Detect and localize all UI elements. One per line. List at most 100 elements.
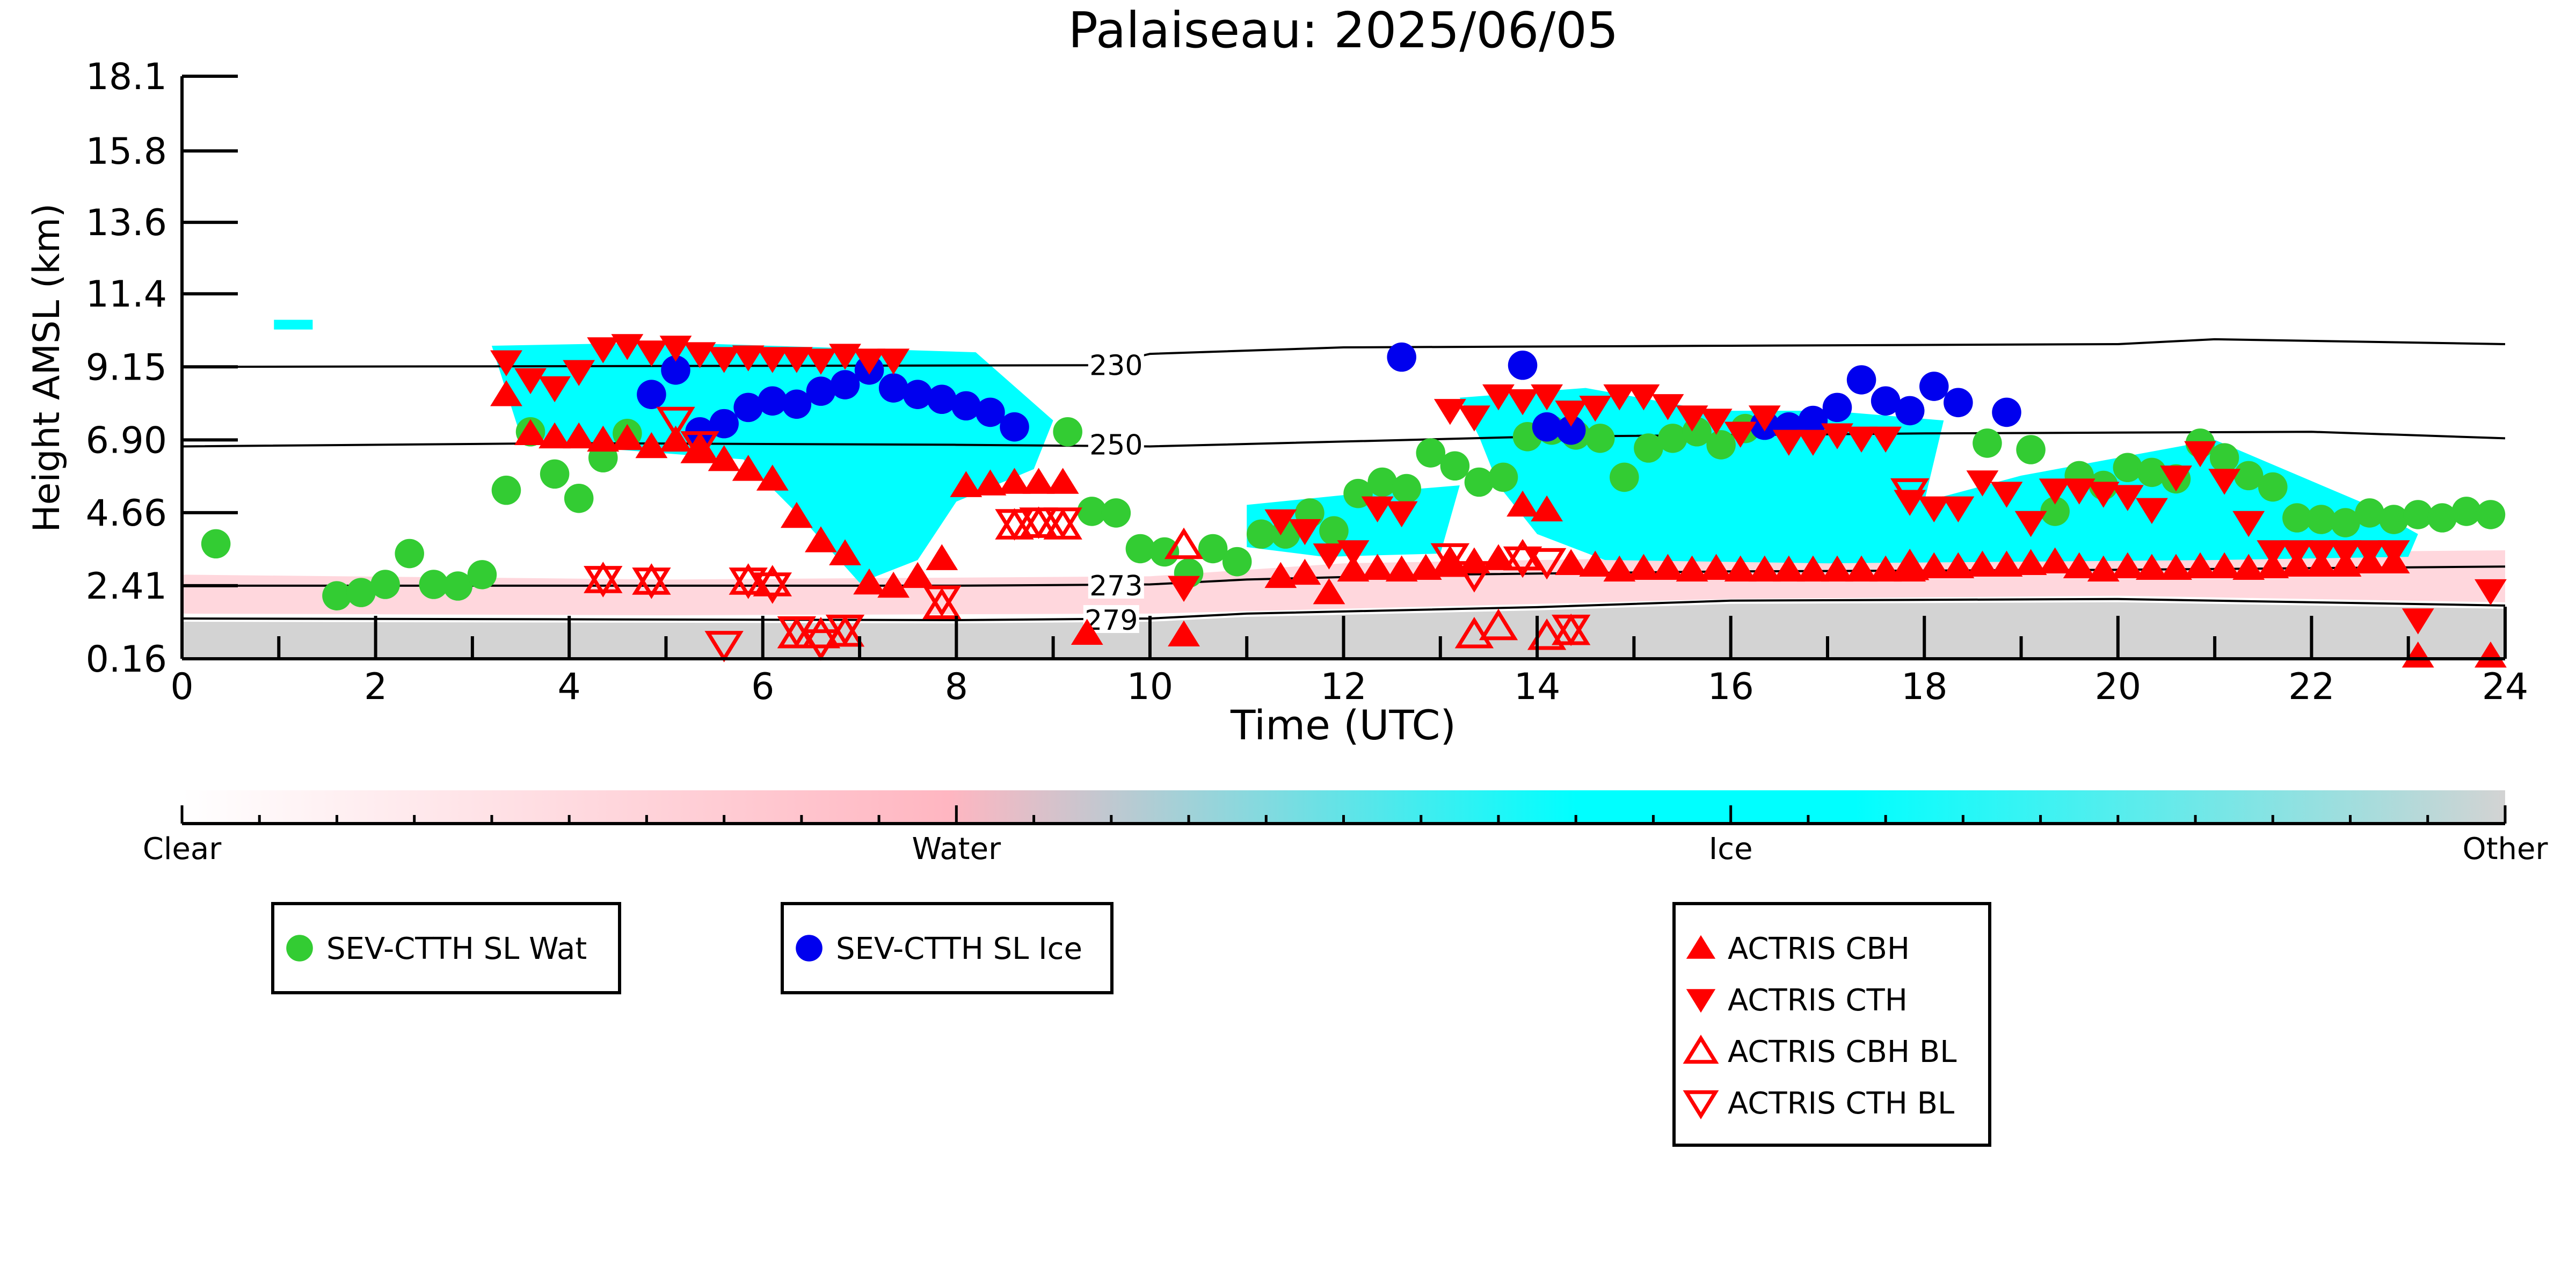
marker-sev-ctth-sl-wat — [2113, 453, 2143, 483]
marker-actris-cbh — [829, 539, 861, 565]
legend-label: ACTRIS CTH BL — [1728, 1086, 1954, 1121]
marker-actris-cth — [780, 347, 813, 373]
x-tick-label: 14 — [1514, 666, 1561, 708]
marker-actris-cth — [1966, 470, 1999, 497]
marker-sev-ctth-sl-wat — [370, 570, 400, 599]
marker-actris-cth — [683, 342, 716, 368]
marker-actris-cbh — [587, 425, 620, 452]
marker-actris-cth-bl — [1503, 546, 1542, 578]
x-tick-label: 0 — [170, 666, 193, 708]
marker-sev-ctth-sl-wat — [1658, 424, 1687, 453]
marker-actris-cth — [1990, 482, 2023, 508]
colorbar-labels: Clear Water Ice Other — [143, 832, 2549, 867]
marker-actris-cth — [1361, 496, 1394, 522]
marker-actris-cbh — [974, 469, 1007, 496]
chart-title: Palaiseau: 2025/06/05 — [1068, 2, 1619, 59]
marker-actris-cth — [490, 350, 522, 376]
marker-actris-cth — [1724, 421, 1757, 448]
marker-sev-ctth-sl-wat — [2233, 461, 2264, 491]
marker-actris-cbh — [2014, 549, 2047, 575]
marker-sev-ctth-sl-wat — [1125, 534, 1155, 564]
marker-actris-cth — [2475, 579, 2507, 606]
marker-actris-cth — [1918, 496, 1951, 522]
marker-sev-ctth-sl-wat — [201, 529, 231, 559]
legend-sev-ice: SEV-CTTH SL Ice — [781, 902, 1114, 994]
marker-sev-ctth-sl-ice — [806, 376, 836, 406]
marker-sev-ctth-sl-wat — [2451, 497, 2482, 526]
marker-actris-cbh — [2063, 552, 2095, 579]
marker-sev-ctth-sl-wat — [1222, 547, 1252, 577]
marker-actris-cbh — [1676, 555, 1708, 582]
marker-actris-cbh-bl — [1479, 608, 1518, 641]
marker-sev-ctth-sl-wat — [1440, 451, 1470, 481]
colorbar-label-clear: Clear — [143, 832, 222, 867]
marker-actris-cbh — [1966, 550, 1999, 577]
x-tick-label: 8 — [945, 666, 968, 708]
marker-actris-cth — [1458, 405, 1490, 432]
marker-actris-cth — [1845, 426, 1878, 453]
marker-actris-cbh — [1845, 555, 1878, 582]
marker-actris-cbh — [998, 468, 1031, 494]
marker-actris-cbh — [901, 562, 934, 588]
marker-actris-cth — [2160, 465, 2192, 492]
marker-actris-cth — [1942, 496, 1975, 522]
x-tick-label: 6 — [751, 666, 774, 708]
marker-actris-cth — [1869, 426, 1902, 453]
marker-sev-ctth-sl-wat — [1246, 519, 1276, 549]
marker-actris-cth-bl — [1019, 507, 1058, 539]
marker-actris-cth — [587, 337, 620, 363]
marker-actris-cth — [2039, 478, 2071, 505]
marker-actris-cth — [2257, 540, 2289, 566]
marker-sev-ctth-sl-ice — [927, 384, 957, 414]
marker-actris-cbh-bl — [922, 587, 962, 620]
marker-actris-cth — [1676, 405, 1708, 432]
marker-actris-cth — [2281, 540, 2313, 566]
marker-sev-ctth-sl-wat — [1706, 430, 1736, 460]
legend-marker — [286, 935, 313, 962]
marker-sev-ctth-sl-wat — [564, 483, 594, 513]
marker-actris-cth — [829, 344, 861, 370]
marker-actris-cth — [732, 345, 765, 372]
marker-actris-cbh — [683, 435, 716, 462]
marker-actris-cbh-bl — [801, 616, 841, 649]
legend-label: SEV-CTTH SL Ice — [836, 932, 1082, 966]
marker-actris-cbh — [1748, 555, 1781, 582]
legend-marker — [1686, 935, 1716, 959]
marker-actris-cbh — [1627, 554, 1660, 580]
legend-marker — [1686, 989, 1716, 1013]
marker-actris-cbh — [659, 425, 692, 452]
x-tick-label: 2 — [364, 666, 387, 708]
marker-actris-cbh — [1071, 618, 1103, 645]
marker-sev-ctth-sl-wat — [1973, 428, 2002, 458]
y-tick-label: 6.90 — [86, 419, 167, 462]
marker-actris-cbh — [1821, 555, 1853, 582]
marker-actris-cth — [1627, 384, 1660, 411]
x-tick-label: 12 — [1320, 666, 1367, 708]
marker-actris-cth-bl — [995, 509, 1034, 541]
marker-actris-cbh — [1289, 558, 1321, 585]
marker-actris-cth-bl — [704, 631, 744, 663]
marker-actris-cbh — [2475, 641, 2507, 668]
marker-actris-cth — [659, 336, 692, 362]
isotherm-label: 250 — [1089, 429, 1143, 461]
legend-label: ACTRIS CBH — [1728, 932, 1910, 966]
marker-actris-cbh — [2087, 555, 2120, 582]
legend-actris: ACTRIS CBH ACTRIS CTH ACTRIS CBH BL ACTRIS … — [1672, 902, 1991, 1147]
marker-sev-ctth-sl-wat — [395, 539, 424, 569]
marker-actris-cbh — [2160, 554, 2192, 580]
marker-sev-ctth-sl-wat — [1610, 462, 1639, 492]
legend-label: ACTRIS CTH — [1728, 983, 1908, 1018]
marker-actris-cth — [1264, 509, 1297, 536]
marker-actris-cth-bl — [753, 572, 792, 604]
isotherm-label-bg — [1088, 430, 1144, 458]
marker-actris-cbh — [1651, 554, 1684, 580]
marker-actris-cbh-bl — [1890, 548, 1930, 580]
marker-sev-ctth-sl-wat — [2282, 503, 2312, 533]
marker-actris-cbh — [1337, 555, 1370, 582]
marker-actris-cth — [2063, 478, 2095, 505]
marker-sev-ctth-sl-wat — [1585, 424, 1615, 453]
marker-actris-cth — [2136, 498, 2168, 525]
marker-sev-ctth-sl-wat — [2427, 503, 2457, 533]
marker-actris-cbh — [635, 432, 668, 459]
marker-actris-cbh — [780, 501, 813, 528]
